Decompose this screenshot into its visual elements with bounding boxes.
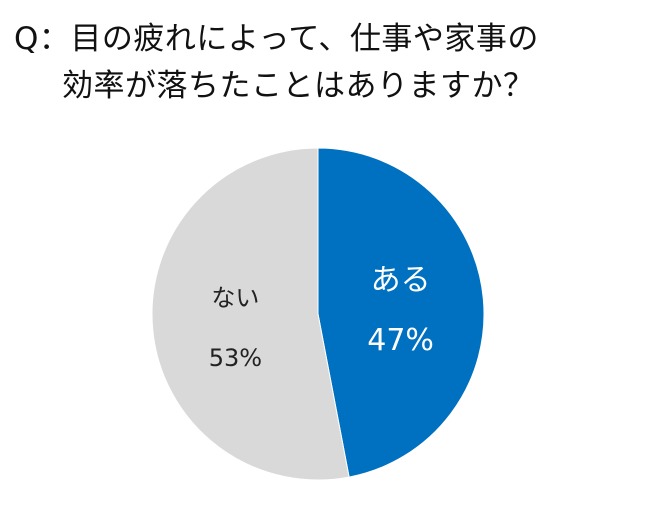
question-title: Q：目の疲れによって、仕事や家事の 効率が落ちたことはありますか？	[14, 16, 639, 110]
question-title-line-1: Q：目の疲れによって、仕事や家事の	[14, 21, 539, 57]
pie-slice-label-nai: ない	[211, 284, 259, 312]
pie-slice-value-aru: 47%	[367, 323, 434, 358]
question-title-line-2: 効率が落ちたことはありますか？	[62, 68, 535, 104]
pie-slice-value-nai: 53%	[209, 344, 262, 372]
pie-slice-nai	[151, 147, 350, 481]
pie-slice-aru	[317, 147, 485, 478]
pie-slice-label-aru: ある	[371, 263, 431, 298]
